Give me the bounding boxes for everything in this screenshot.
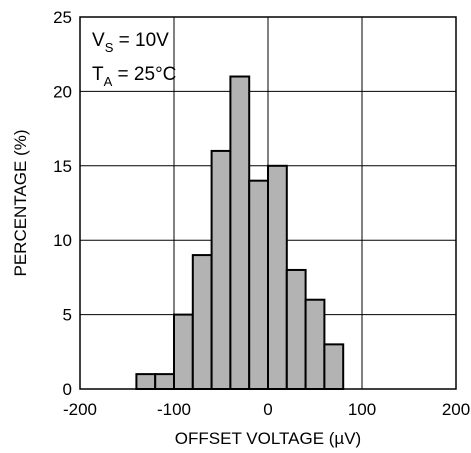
x-tick-label-0: -200 (63, 400, 97, 419)
x-tick-label-1: -100 (157, 400, 191, 419)
y-tick-label-0: 0 (63, 380, 72, 399)
bar-2 (173, 313, 194, 391)
bar-7 (267, 164, 288, 390)
bar-6 (248, 179, 269, 390)
y-tick-labels: 0 5 10 15 20 25 (53, 8, 72, 399)
bar-8 (285, 268, 307, 390)
x-axis-label: OFFSET VOLTAGE (µV) (175, 429, 361, 448)
y-tick-label-2: 10 (53, 231, 72, 250)
bar-4 (210, 149, 232, 390)
bar-0 (135, 373, 157, 390)
bar-1 (154, 373, 175, 390)
x-tick-label-2: 0 (263, 400, 272, 419)
y-axis-label: PERCENTAGE (%) (11, 129, 30, 276)
bar-5 (229, 75, 251, 391)
x-tick-labels: -200 -100 0 100 200 (63, 400, 470, 419)
y-tick-label-4: 20 (53, 82, 72, 101)
bar-9 (304, 298, 326, 390)
y-tick-label-1: 5 (63, 306, 72, 325)
bars-group (135, 75, 345, 391)
x-tick-label-3: 100 (348, 400, 376, 419)
y-tick-label-5: 25 (53, 8, 72, 27)
bar-3 (191, 254, 213, 390)
bar-10 (323, 343, 345, 390)
x-tick-label-4: 200 (442, 400, 470, 419)
annotation-0: VS = 10V (92, 30, 169, 55)
annotation-1: TA = 25°C (92, 64, 176, 89)
y-tick-label-3: 15 (53, 157, 72, 176)
annotations: VS = 10V TA = 25°C (92, 30, 176, 89)
plot-frame (79, 16, 457, 390)
